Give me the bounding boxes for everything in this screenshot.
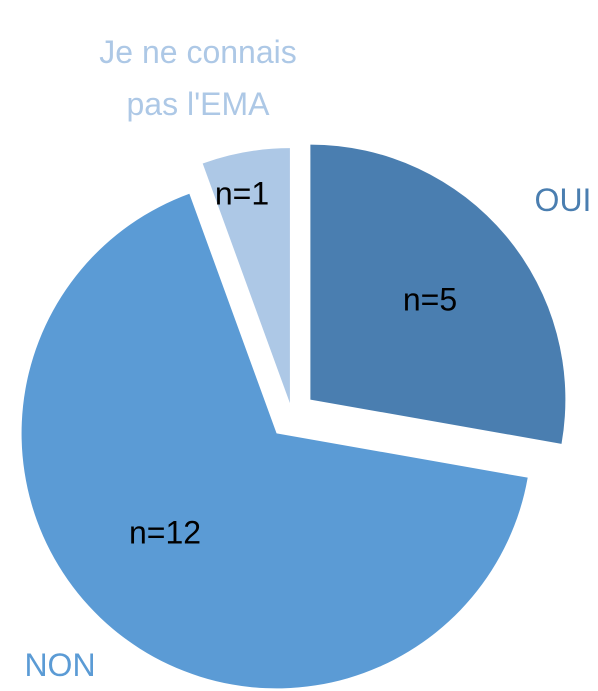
data-label: n=5	[403, 281, 457, 317]
data-label: n=1	[215, 175, 269, 211]
category-label: NON	[24, 647, 96, 683]
pie-slice	[202, 148, 290, 404]
category-label: Je ne connais pas l'EMA	[99, 34, 297, 122]
pie-slice	[310, 144, 566, 444]
category-label: OUI	[534, 182, 592, 218]
data-label: n=12	[129, 514, 201, 550]
pie-slice	[21, 193, 528, 689]
